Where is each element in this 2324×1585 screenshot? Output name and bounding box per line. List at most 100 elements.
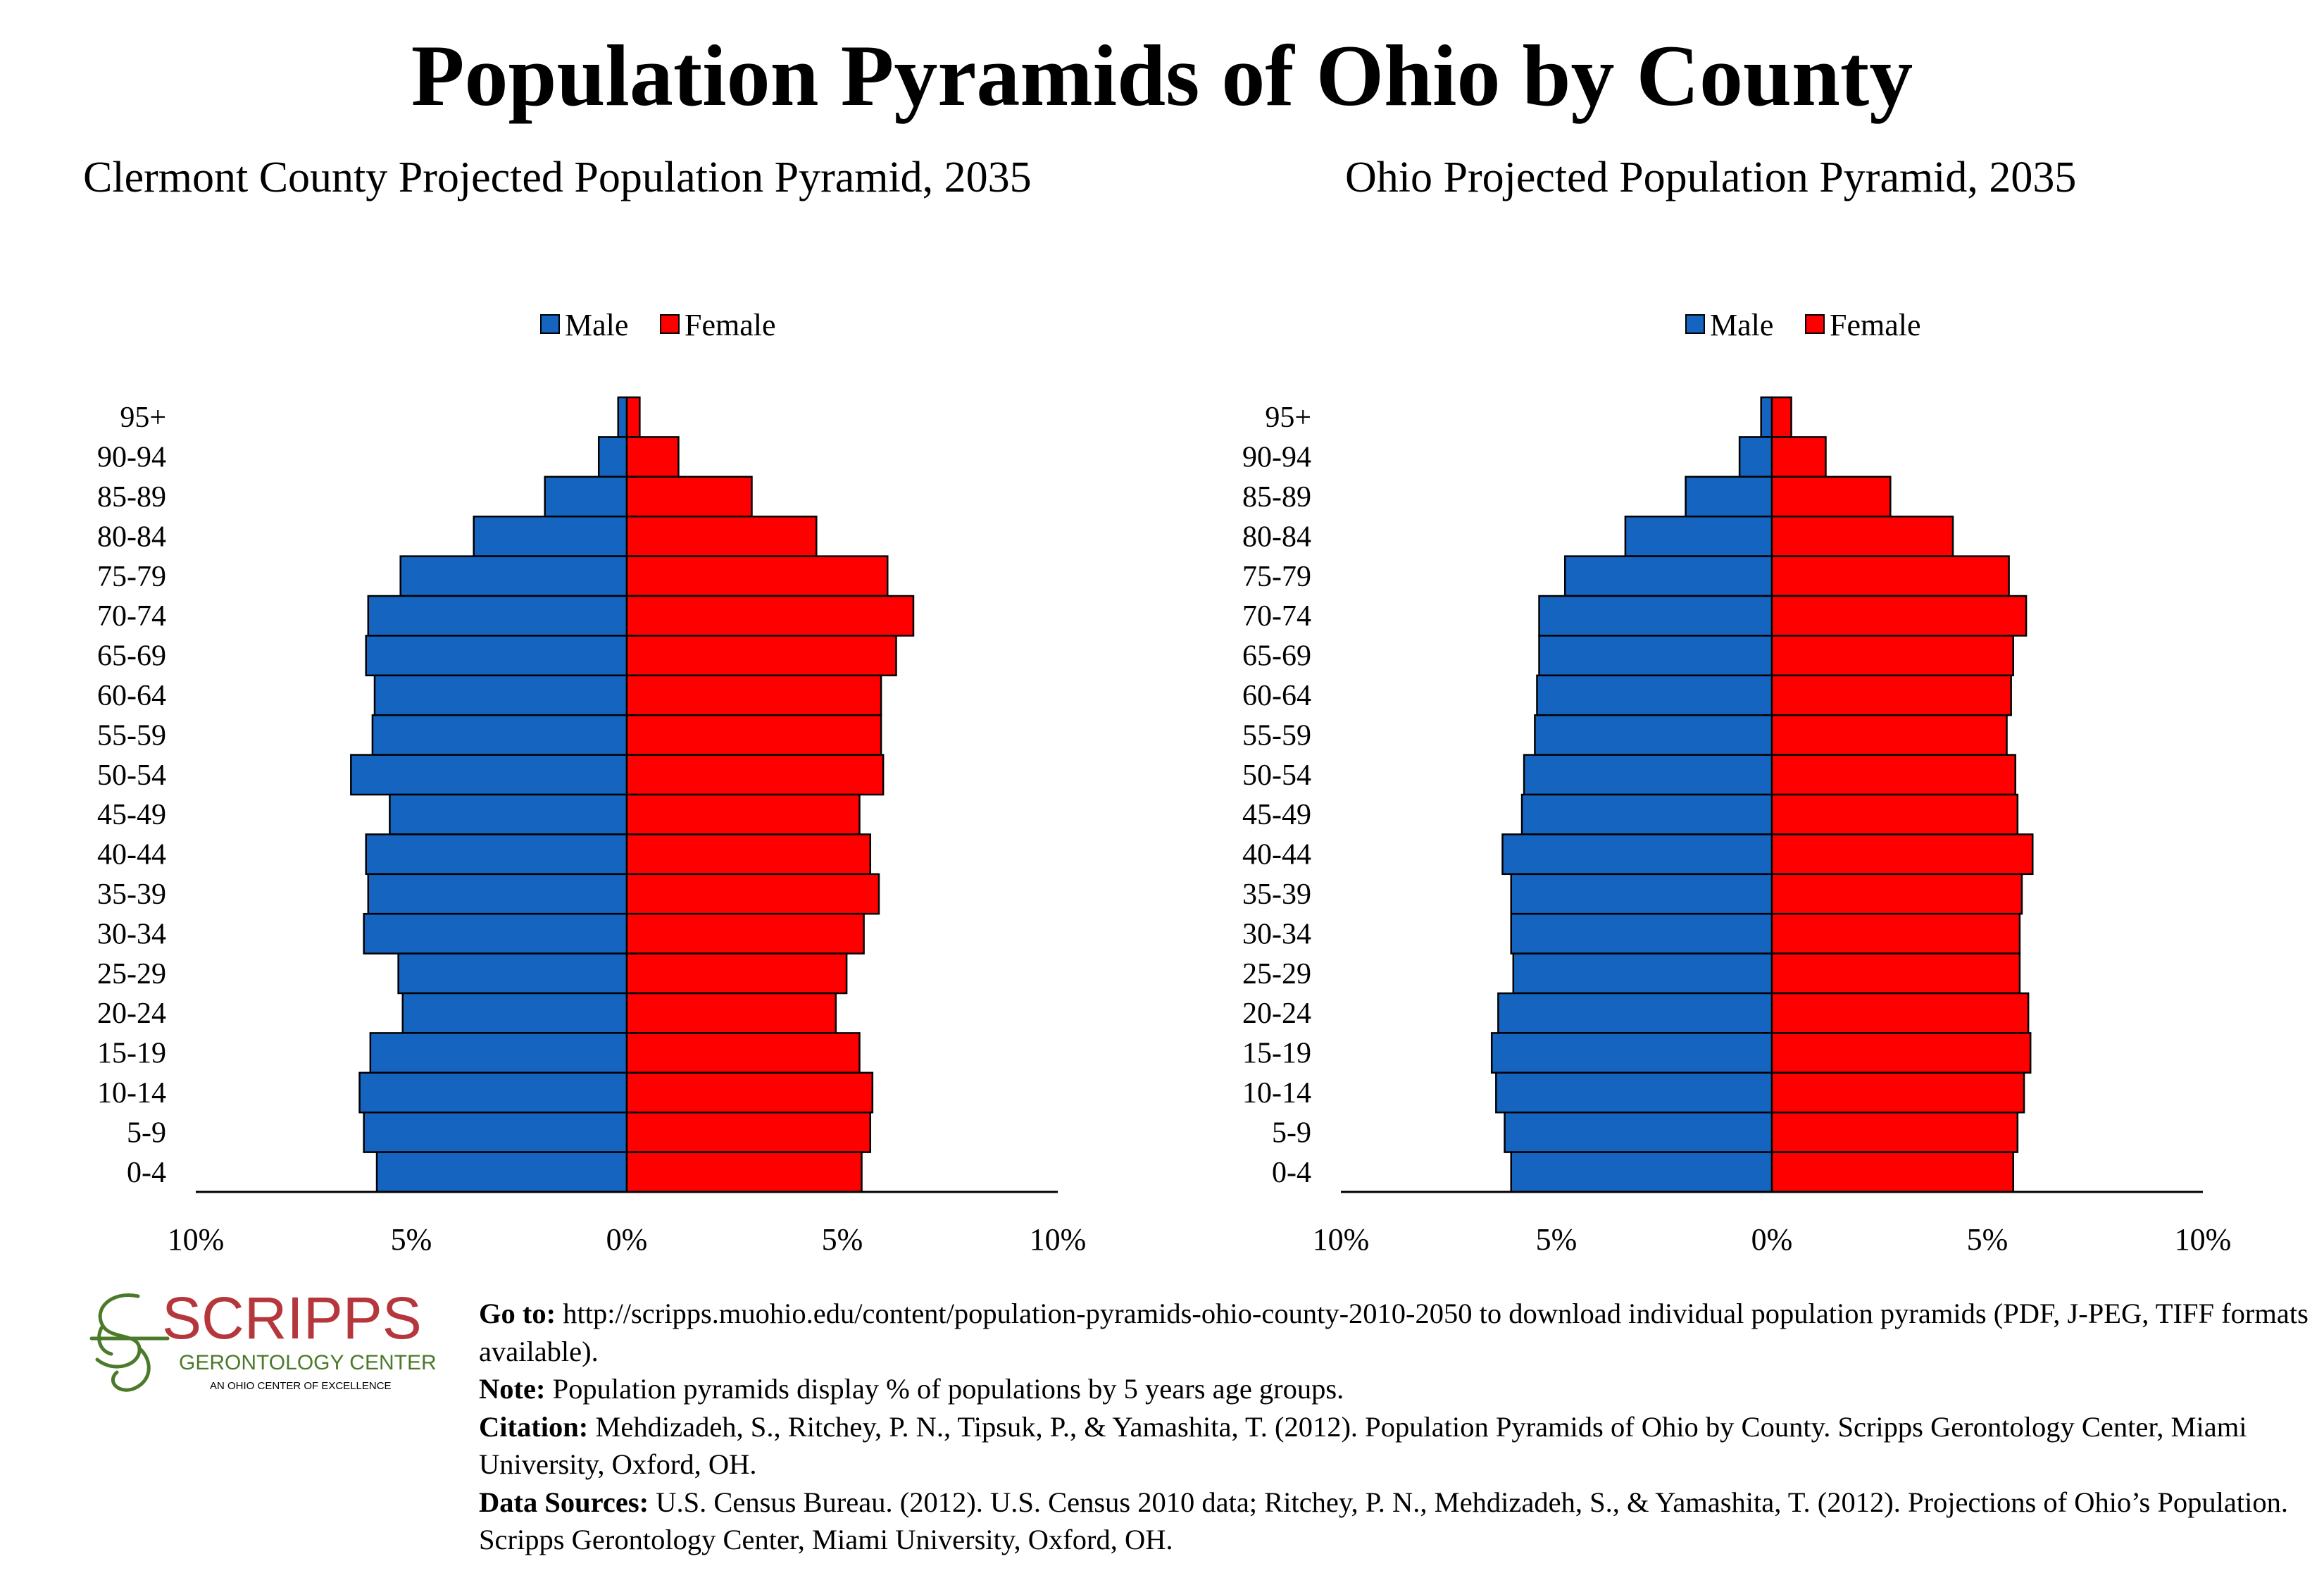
bar-female [625,952,848,995]
page-title: Population Pyramids of Ohio by County [411,27,1913,124]
bar-female [625,1071,874,1114]
bar-male [1510,873,1773,915]
bar-male [1501,833,1773,876]
bar-male [365,833,628,876]
bar-female [1770,912,2021,955]
bar-female [1770,436,1827,478]
age-group-label: 50-54 [97,759,166,792]
note-citation-text: Mehdizadeh, S., Ritchey, P. N., Tipsuk, … [479,1410,2247,1481]
bar-female [1770,396,1792,438]
chart-title-ohio: Ohio Projected Population Pyramid, 2035 [1345,154,2077,201]
note-note-label: Note: [479,1373,546,1405]
bar-female [1770,635,2014,677]
bar-female [1770,595,2028,637]
bar-female [625,714,882,756]
bar-female [1770,555,2010,597]
bar-male [367,873,628,915]
legend-label-male: Male [565,308,628,342]
bar-female [1770,833,2034,876]
bar-female [625,515,818,557]
age-group-label: 50-54 [1242,759,1311,792]
age-group-label: 90-94 [97,442,166,474]
x-tick-label: 0% [1751,1222,1793,1257]
legend-label-male: Male [1710,308,1773,342]
bar-male [373,674,628,716]
age-group-label: 45-49 [1242,799,1311,831]
note-citation: Citation: Mehdizadeh, S., Ritchey, P. N.… [479,1408,2310,1484]
bar-male [389,793,628,835]
bar-female [625,793,861,835]
age-group-label: 0-4 [127,1157,166,1189]
bar-male [399,555,628,597]
age-group-label: 10-14 [97,1077,166,1110]
x-tick-label: 10% [1030,1222,1087,1257]
age-group-label: 15-19 [1242,1038,1311,1070]
bar-male [1538,595,1773,637]
age-group-label: 20-24 [1242,997,1311,1030]
x-tick-label: 5% [1967,1222,2008,1257]
bar-male [544,476,628,518]
age-group-label: 85-89 [1242,481,1311,514]
age-group-label: 60-64 [1242,680,1311,712]
note-note-text: Population pyramids display % of populat… [552,1373,1344,1405]
age-group-label: 85-89 [97,481,166,514]
age-group-label: 80-84 [97,521,166,553]
bar-female [625,833,872,876]
age-group-label: 65-69 [97,640,166,673]
age-group-label: 80-84 [1242,521,1311,553]
bar-female [625,992,837,1034]
bar-female [625,595,915,637]
note-goto-label: Go to: [479,1298,556,1329]
bar-male [1490,1032,1773,1074]
age-group-label: 0-4 [1272,1157,1311,1189]
bar-female [625,754,885,796]
bar-female [1770,793,2019,835]
bar-male [1510,1151,1773,1193]
bar-female [1770,952,2021,995]
bar-female [625,873,880,915]
bar-male [1512,952,1773,995]
bar-female [1770,873,2023,915]
bar-female [1770,992,2030,1034]
age-group-label: 40-44 [97,839,166,871]
bar-male [358,1071,628,1114]
legend-swatch-female [660,314,680,334]
bar-female [1770,1071,2025,1114]
legend-label-female: Female [1830,308,1921,342]
bar-male [1523,754,1773,796]
bar-male [1563,555,1773,597]
age-group-label: 30-34 [1242,918,1311,950]
pyramid-chart-clermont: Male Female 95+ 90-94 85-89 80-84 75-79 70-74 65… [97,308,1087,1257]
bar-male [1497,992,1773,1034]
age-group-label: 70-74 [1242,600,1311,633]
chart-legend: Male Female [1685,308,1921,342]
bar-female [625,674,882,716]
note-goto-text: http://scripps.muohio.edu/content/popula… [479,1298,2309,1367]
age-group-label: 20-24 [97,997,166,1030]
legend-label-female: Female [685,308,776,342]
logo-name: SCRIPPS [162,1285,422,1351]
bar-male [363,912,628,955]
bar-male [401,992,628,1034]
age-group-label: 35-39 [97,878,166,911]
age-group-label: 15-19 [97,1038,166,1070]
age-group-label: 65-69 [1242,640,1311,673]
bar-male [1760,396,1773,438]
x-tick-label: 5% [391,1222,432,1257]
bar-male [1538,635,1773,677]
logo-line2: AN OHIO CENTER OF EXCELLENCE [210,1380,392,1392]
footer-notes: Go to: http://scripps.muohio.edu/content… [479,1295,2310,1559]
bar-male [1495,1071,1773,1114]
age-group-label: 75-79 [1242,561,1311,593]
bar-female [1770,1111,2019,1153]
bar-male [1510,912,1773,955]
bar-female [625,912,865,955]
bar-female [625,436,680,478]
bar-male [597,436,628,478]
note-note: Note: Population pyramids display % of p… [479,1370,2310,1408]
age-group-label: 10-14 [1242,1077,1311,1110]
bar-male [473,515,628,557]
bar-male [1624,515,1773,557]
chart-legend: Male Female [540,308,776,342]
age-group-label: 95+ [1265,402,1311,434]
